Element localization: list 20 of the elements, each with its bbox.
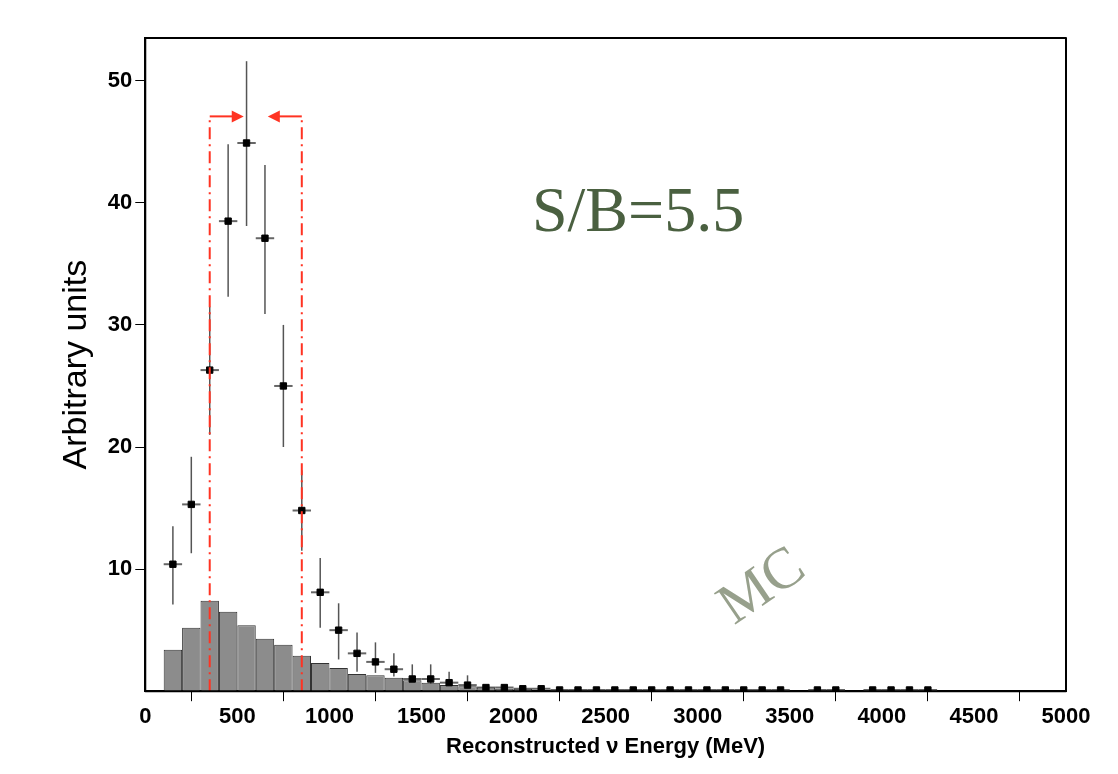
x-tick-label: 3500: [765, 703, 815, 729]
x-axis-title: Reconstructed ν Energy (MeV): [446, 732, 766, 758]
x-tick-label: 500: [218, 703, 256, 729]
x-tick-label: 2000: [489, 703, 539, 729]
x-tick-label: 3000: [673, 703, 723, 729]
x-tick-label: 0: [139, 703, 152, 729]
x-tick-label: 1000: [304, 703, 354, 729]
y-tick-label: 10: [107, 555, 133, 581]
x-tick-label: 1500: [397, 703, 446, 729]
y-tick-label: 40: [107, 188, 133, 214]
annotation: MC: [704, 531, 816, 637]
y-tick-label: 50: [107, 66, 133, 92]
x-tick-label: 4000: [857, 703, 907, 729]
y-tick-label: 20: [107, 433, 133, 459]
x-tick-label: 2500: [581, 703, 631, 729]
y-axis-title: Arbitrary units: [54, 259, 93, 470]
x-tick-label: 5000: [1041, 703, 1091, 729]
y-tick-label: 30: [107, 310, 133, 336]
annotation: S/B=5.5: [531, 174, 745, 246]
x-tick-label: 4500: [949, 703, 999, 729]
